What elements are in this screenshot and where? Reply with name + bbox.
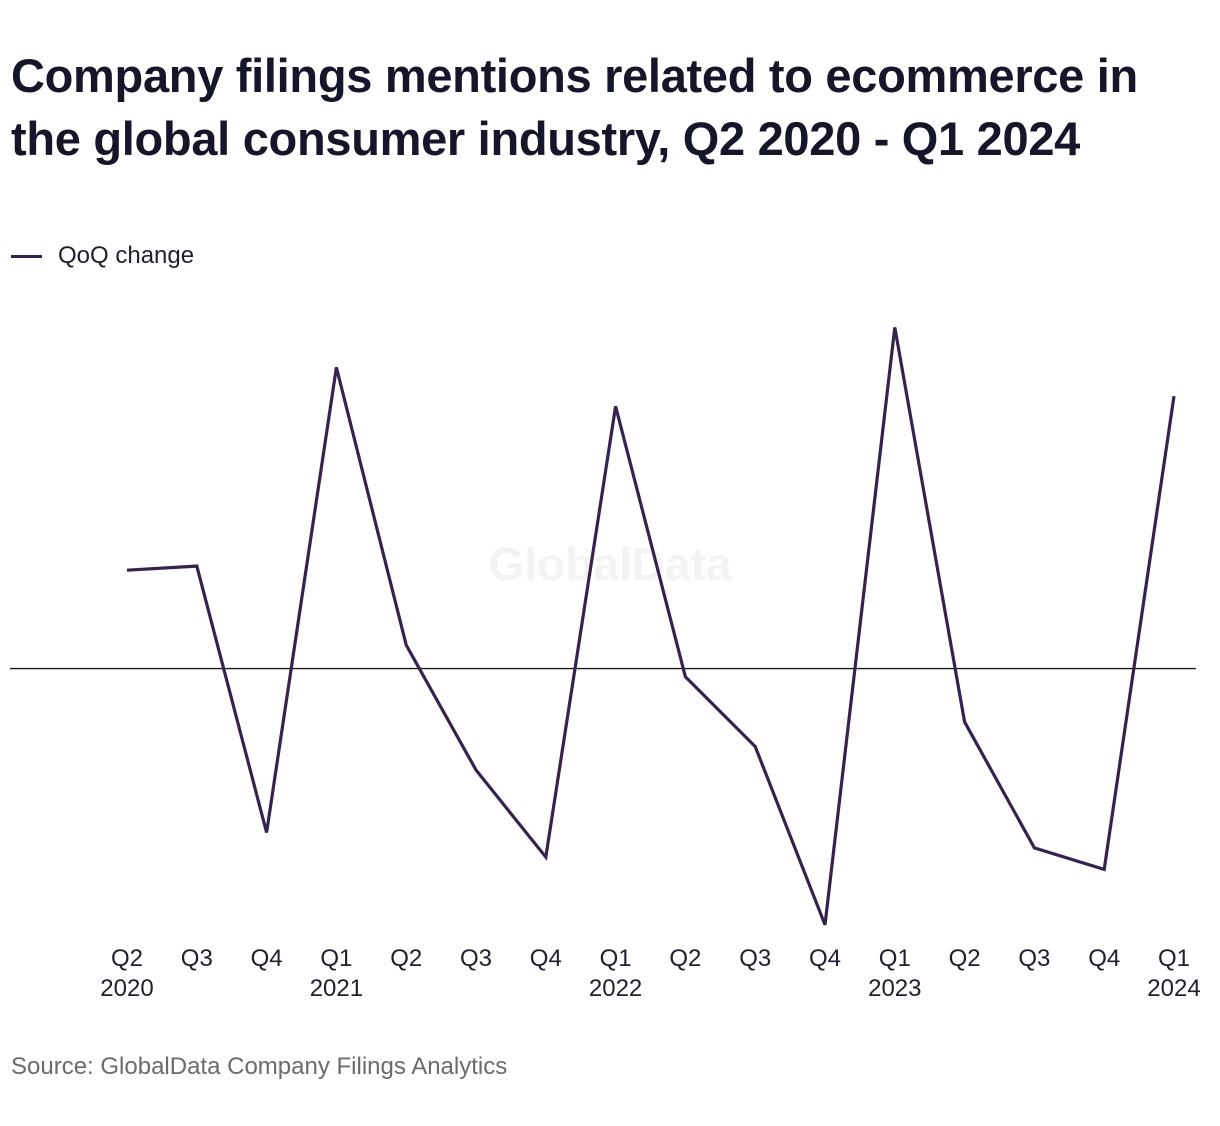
x-tick-quarter-label: Q2	[111, 945, 143, 972]
legend-line-swatch	[11, 254, 42, 258]
legend: QoQ change	[11, 242, 194, 270]
x-tick-quarter-label: Q3	[181, 945, 213, 972]
x-tick-year-label: 2023	[868, 975, 921, 1002]
x-tick-year-label: 2020	[100, 975, 153, 1002]
x-tick-quarter-label: Q3	[1018, 945, 1050, 972]
x-tick-quarter-label: Q4	[1088, 945, 1120, 972]
watermark-text: GlobalData	[489, 538, 732, 590]
x-tick-year-label: 2022	[589, 975, 642, 1002]
x-tick-quarter-label: Q1	[320, 945, 352, 972]
x-tick-quarter-label: Q1	[1158, 945, 1190, 972]
x-tick-quarter-label: Q3	[460, 945, 492, 972]
chart-title: Company filings mentions related to ecom…	[11, 49, 1138, 165]
legend-label: QoQ change	[58, 242, 195, 269]
x-tick-year-label: 2021	[310, 975, 363, 1002]
x-tick-quarter-label: Q4	[809, 945, 841, 972]
source-note: Source: GlobalData Company Filings Analy…	[11, 1053, 508, 1080]
x-tick-quarter-label: Q2	[669, 945, 701, 972]
x-tick-quarter-label: Q2	[390, 945, 422, 972]
x-tick-quarter-label: Q2	[949, 945, 981, 972]
x-tick-quarter-label: Q1	[879, 945, 911, 972]
x-axis-ticks: Q2 2020 Q3 Q4 Q1 2021 Q2 Q3 Q4 Q1 2022 Q2 Q3 Q4 Q1 2023…	[100, 945, 1200, 1002]
x-tick-year-label: 2024	[1147, 975, 1200, 1002]
series-line-qoq-change	[126, 327, 1176, 926]
x-tick-quarter-label: Q1	[600, 945, 632, 972]
x-tick-quarter-label: Q4	[530, 945, 562, 972]
x-tick-quarter-label: Q3	[739, 945, 771, 972]
x-tick-quarter-label: Q4	[251, 945, 283, 972]
